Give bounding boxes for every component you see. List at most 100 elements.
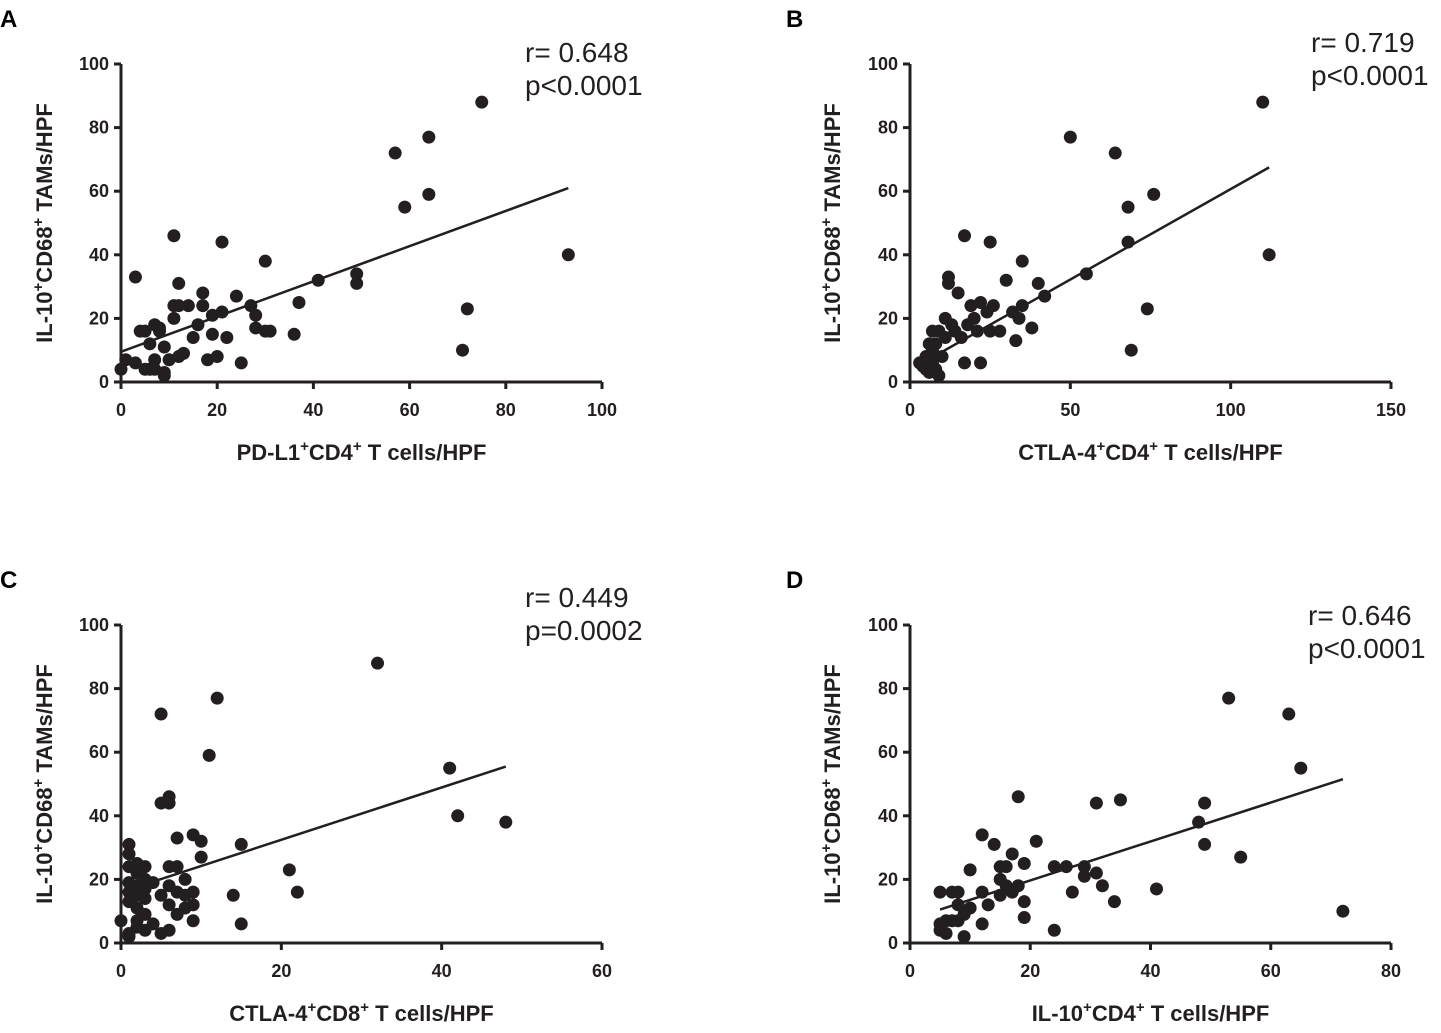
- data-point: [154, 888, 168, 902]
- x-axis-title: CTLA-4+CD4+ T cells/HPF: [1018, 438, 1282, 465]
- x-tick-label: 0: [116, 400, 126, 420]
- p-value: p<0.0001: [1311, 60, 1429, 91]
- data-point: [234, 356, 248, 370]
- data-point: [138, 860, 152, 874]
- data-point: [234, 837, 248, 851]
- y-tick-label: 80: [878, 118, 898, 138]
- data-point: [1140, 302, 1154, 316]
- data-point: [157, 365, 171, 379]
- data-point: [932, 369, 946, 383]
- y-tick-label: 80: [878, 679, 898, 699]
- data-point: [983, 235, 997, 249]
- panel-label: D: [786, 567, 803, 594]
- data-point: [170, 831, 184, 845]
- panel-c: C 0 20 40 60 80 100 0 20 40 60 CTLA-4+CD8+ T cells…: [0, 567, 643, 1026]
- data-point: [290, 885, 304, 899]
- x-tick-label: 40: [1140, 961, 1160, 981]
- x-axis-title: CTLA-4+CD8+ T cells/HPF: [229, 999, 493, 1026]
- data-point: [1121, 235, 1135, 249]
- data-point: [371, 656, 385, 670]
- data-point: [967, 311, 981, 325]
- data-point: [186, 330, 200, 344]
- data-point: [1095, 879, 1109, 893]
- data-point: [196, 299, 210, 313]
- regression-line: [919, 166, 1270, 366]
- data-point: [128, 270, 142, 284]
- data-point: [1025, 321, 1039, 335]
- data-point: [146, 917, 160, 931]
- data-point: [152, 324, 166, 338]
- data-point: [186, 914, 200, 928]
- data-point: [986, 299, 1000, 313]
- panel-d: D 0 20 40 60 80 100 0 20 40 60 80 IL-10+CD4+ T cell…: [786, 567, 1426, 1026]
- y-tick-label: 80: [89, 118, 109, 138]
- data-point: [186, 898, 200, 912]
- data-point: [215, 305, 229, 319]
- data-point: [1234, 850, 1248, 864]
- x-tick-label: 100: [587, 400, 617, 420]
- data-point: [1192, 815, 1206, 829]
- data-point: [172, 299, 186, 313]
- data-point: [1294, 761, 1308, 775]
- data-point: [951, 885, 965, 899]
- x-tick-label: 20: [1020, 961, 1040, 981]
- data-point: [1079, 267, 1093, 281]
- data-point: [987, 837, 1001, 851]
- panel-label: B: [786, 6, 803, 33]
- data-point: [1029, 834, 1043, 848]
- data-point: [1015, 299, 1029, 313]
- data-point: [957, 930, 971, 944]
- y-tick-label: 40: [878, 245, 898, 265]
- x-tick-label: 40: [432, 961, 452, 981]
- x-tick-label: 60: [1261, 961, 1281, 981]
- data-point: [999, 273, 1013, 287]
- data-point: [128, 356, 142, 370]
- data-point: [162, 796, 176, 810]
- data-point: [388, 146, 402, 160]
- data-point: [292, 296, 306, 309]
- data-point: [1009, 334, 1023, 348]
- panel-b: B 0 20 40 60 80 100 0 50 100 150 CTLA-4+CD4+ T cel…: [786, 6, 1429, 465]
- data-point: [350, 267, 364, 281]
- panel-a: A 0 20 40 60 80 100 0 20 40 60 80 100 PD-L1+CD4+ T c…: [0, 6, 643, 465]
- y-axis-title: IL-10+CD68+ TAMs/HPF: [30, 664, 57, 904]
- data-point: [422, 187, 436, 201]
- y-tick-label: 40: [89, 245, 109, 265]
- data-point: [114, 914, 128, 928]
- y-tick-label: 0: [99, 933, 109, 953]
- y-tick-label: 20: [89, 869, 109, 889]
- y-tick-label: 40: [89, 806, 109, 826]
- y-tick-label: 20: [878, 308, 898, 328]
- data-point: [138, 324, 152, 338]
- data-point: [122, 847, 136, 861]
- data-point: [993, 324, 1007, 338]
- data-point: [122, 837, 136, 851]
- data-point: [929, 337, 943, 351]
- x-tick-label: 100: [1216, 400, 1246, 420]
- data-point: [350, 276, 364, 290]
- data-point: [311, 273, 325, 287]
- data-point: [287, 327, 301, 341]
- data-point: [938, 330, 952, 344]
- p-value: p<0.0001: [1308, 633, 1426, 664]
- data-point: [1077, 860, 1091, 874]
- data-point: [167, 311, 181, 325]
- data-point: [226, 888, 240, 902]
- data-point: [933, 885, 947, 899]
- y-tick-label: 100: [79, 615, 109, 635]
- data-point: [456, 343, 470, 357]
- data-point: [1282, 707, 1296, 721]
- data-point: [963, 901, 977, 915]
- x-axis-title: PD-L1+CD4+ T cells/HPF: [237, 438, 487, 465]
- x-tick-label: 0: [905, 961, 915, 981]
- y-tick-label: 60: [878, 181, 898, 201]
- panel-label: A: [0, 6, 17, 33]
- data-point: [935, 350, 949, 364]
- data-point: [122, 930, 136, 944]
- data-point: [443, 761, 457, 775]
- data-point: [1005, 847, 1019, 861]
- data-point: [258, 254, 272, 268]
- data-point: [561, 248, 575, 262]
- data-point: [475, 95, 489, 109]
